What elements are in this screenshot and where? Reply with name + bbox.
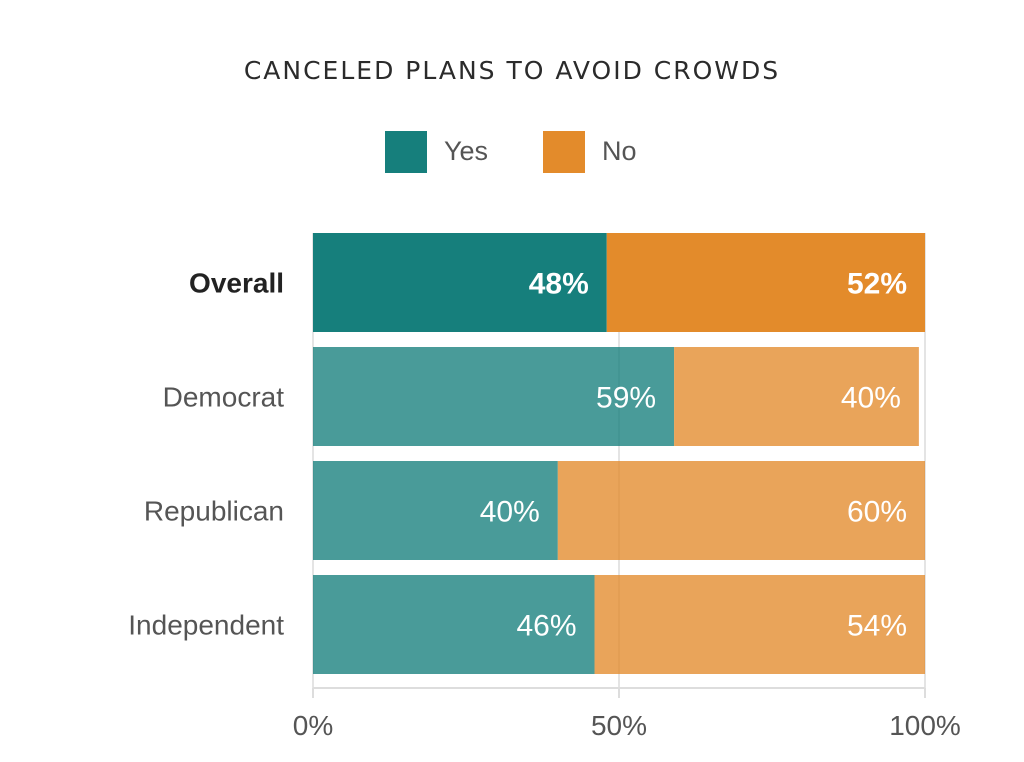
labels: 48% 52% Overall 59% 40% Democrat 40% 60% Republi… [128, 268, 907, 643]
value-label-republican-yes: 40% [480, 496, 540, 529]
bar-independent-yes [313, 575, 595, 674]
value-label-democrat-yes: 59% [596, 382, 656, 415]
bar-overall-no [606, 233, 925, 332]
value-label-overall-no: 52% [847, 268, 907, 301]
category-label-overall: Overall [189, 268, 284, 299]
legend-swatch-yes [385, 131, 427, 173]
bar-overall-yes [313, 233, 607, 332]
value-label-independent-yes: 46% [516, 610, 576, 643]
x-tick-label-0: 0% [293, 710, 333, 741]
legend-label-yes: Yes [444, 136, 488, 166]
bar-independent-no [594, 575, 925, 674]
legend-label-no: No [602, 136, 637, 166]
bar-democrat-no [674, 347, 919, 446]
value-label-democrat-no: 40% [841, 382, 901, 415]
bar-republican-yes [313, 461, 558, 560]
category-label-independent: Independent [128, 610, 284, 641]
bar-republican-no [557, 461, 925, 560]
bars [313, 233, 925, 674]
value-label-independent-no: 54% [847, 610, 907, 643]
legend-swatch-no [543, 131, 585, 173]
x-tick-label-100: 100% [889, 710, 961, 741]
x-tick-label-50: 50% [591, 710, 647, 741]
category-label-democrat: Democrat [163, 382, 285, 413]
legend: Yes No [385, 131, 637, 173]
value-label-overall-yes: 48% [529, 268, 589, 301]
bar-democrat-yes [313, 347, 675, 446]
chart-title: CANCELED PLANS TO AVOID CROWDS [243, 56, 781, 85]
category-label-republican: Republican [144, 496, 284, 527]
x-axis: 0% 50% 100% [293, 687, 961, 741]
value-label-republican-no: 60% [847, 496, 907, 529]
